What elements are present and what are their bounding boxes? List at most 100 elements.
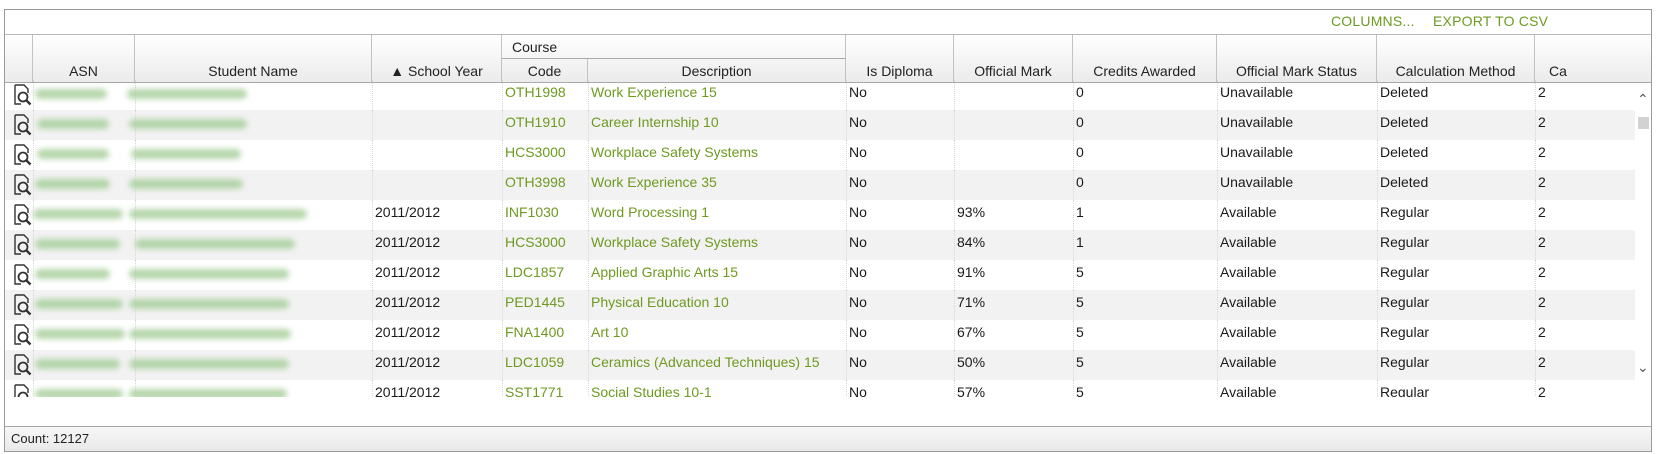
table-row[interactable]: 2011/2012 HCS3000 Workplace Safety Systems… <box>5 230 1635 260</box>
vertical-scroll-thumb[interactable] <box>1638 117 1649 129</box>
column-separator <box>846 80 847 110</box>
cell-code[interactable]: OTH1910 <box>505 114 566 130</box>
cell-is-diploma: No <box>849 204 867 220</box>
redacted-asn <box>35 269 110 279</box>
header-asn[interactable]: ASN <box>33 35 135 82</box>
vertical-scrollbar[interactable]: ⌃ ⌄ <box>1635 83 1651 397</box>
header-official-mark-status[interactable]: Official Mark Status <box>1217 35 1377 82</box>
column-separator <box>954 350 955 380</box>
cell-description[interactable]: Applied Graphic Arts 15 <box>591 264 739 280</box>
table-row[interactable]: 2011/2012 LDC1857 Applied Graphic Arts 15 N… <box>5 260 1635 290</box>
table-row[interactable]: OTH3998 Work Experience 35 No 0 Unavailable D… <box>5 170 1635 200</box>
column-separator <box>846 200 847 230</box>
cell-description[interactable]: Ceramics (Advanced Techniques) 15 <box>591 354 820 370</box>
magnifier-document-icon[interactable] <box>11 113 33 137</box>
cell-code[interactable]: LDC1857 <box>505 264 565 280</box>
magnifier-document-icon[interactable] <box>11 293 33 317</box>
table-row[interactable]: 2011/2012 SST1771 Social Studies 10-1 No 57%… <box>5 380 1635 397</box>
column-separator <box>846 230 847 260</box>
column-separator <box>1377 290 1378 320</box>
header-school-year[interactable]: ▲ School Year <box>372 35 502 82</box>
cell-code[interactable]: HCS3000 <box>505 144 566 160</box>
magnifier-document-icon[interactable] <box>11 233 33 257</box>
cell-description[interactable]: Word Processing 1 <box>591 204 710 220</box>
chevron-down-icon[interactable]: ⌄ <box>1637 359 1649 375</box>
column-separator <box>1535 320 1536 350</box>
table-row[interactable]: HCS3000 Workplace Safety Systems No 0 Unavai… <box>5 140 1635 170</box>
table-row[interactable]: 2011/2012 FNA1400 Art 10 No 67% 5 Available Reg… <box>5 320 1635 350</box>
cell-description[interactable]: Work Experience 15 <box>591 84 717 100</box>
cell-credits: 5 <box>1076 324 1084 340</box>
export-csv-button[interactable]: EXPORT TO CSV <box>1433 13 1549 29</box>
header-calculation-method[interactable]: Calculation Method <box>1377 35 1535 82</box>
cell-status: Unavailable <box>1220 144 1294 160</box>
cell-code[interactable]: SST1771 <box>505 384 564 397</box>
cell-method: Deleted <box>1380 174 1429 190</box>
column-separator <box>1377 200 1378 230</box>
column-separator <box>588 110 589 140</box>
redacted-student-name <box>129 389 287 397</box>
magnifier-document-icon[interactable] <box>11 263 33 287</box>
cell-next: 2 <box>1538 264 1546 280</box>
column-separator <box>954 260 955 290</box>
table-row[interactable]: OTH1998 Work Experience 15 No 0 Unavailable D… <box>5 80 1635 110</box>
cell-credits: 1 <box>1076 204 1084 220</box>
column-separator <box>1535 290 1536 320</box>
table-row[interactable]: 2011/2012 INF1030 Word Processing 1 No 93% 1 A… <box>5 200 1635 230</box>
cell-school-year: 2011/2012 <box>375 384 441 397</box>
redacted-asn <box>37 149 109 159</box>
cell-description[interactable]: Social Studies 10-1 <box>591 384 712 397</box>
header-description[interactable]: Description <box>588 59 846 82</box>
cell-status: Available <box>1220 294 1277 310</box>
column-separator <box>588 230 589 260</box>
column-separator <box>33 110 34 140</box>
column-separator <box>846 320 847 350</box>
table-row[interactable]: 2011/2012 LDC1059 Ceramics (Advanced Techn… <box>5 350 1635 380</box>
cell-description[interactable]: Workplace Safety Systems <box>591 234 759 250</box>
cell-credits: 5 <box>1076 264 1084 280</box>
cell-description[interactable]: Career Internship 10 <box>591 114 719 130</box>
magnifier-document-icon[interactable] <box>11 353 33 377</box>
magnifier-document-icon[interactable] <box>11 203 33 227</box>
cell-code[interactable]: FNA1400 <box>505 324 565 340</box>
magnifier-document-icon[interactable] <box>11 173 33 197</box>
columns-button[interactable]: COLUMNS... <box>1331 13 1415 29</box>
header-credits-awarded[interactable]: Credits Awarded <box>1073 35 1217 82</box>
redacted-asn <box>35 89 107 99</box>
magnifier-document-icon[interactable] <box>11 83 33 107</box>
cell-code[interactable]: PED1445 <box>505 294 565 310</box>
magnifier-document-icon[interactable] <box>11 143 33 167</box>
cell-next: 2 <box>1538 174 1546 190</box>
cell-official-mark <box>954 140 1073 170</box>
column-separator <box>33 350 34 380</box>
column-separator <box>846 290 847 320</box>
column-separator <box>502 290 503 320</box>
cell-is-diploma: No <box>849 114 867 130</box>
cell-code[interactable]: INF1030 <box>505 204 559 220</box>
column-separator <box>846 170 847 200</box>
cell-code[interactable]: OTH1998 <box>505 84 566 100</box>
magnifier-document-icon[interactable] <box>11 383 33 397</box>
table-row[interactable]: OTH1910 Career Internship 10 No 0 Unavailabl… <box>5 110 1635 140</box>
chevron-up-icon[interactable]: ⌃ <box>1637 91 1649 107</box>
header-student-name[interactable]: Student Name <box>135 35 372 82</box>
cell-code[interactable]: LDC1059 <box>505 354 565 370</box>
column-separator <box>372 320 373 350</box>
cell-description[interactable]: Physical Education 10 <box>591 294 729 310</box>
table-row[interactable]: 2011/2012 PED1445 Physical Education 10 No 7… <box>5 290 1635 320</box>
cell-description[interactable]: Work Experience 35 <box>591 174 717 190</box>
cell-code[interactable]: OTH3998 <box>505 174 566 190</box>
header-official-mark[interactable]: Official Mark <box>954 35 1073 82</box>
column-separator <box>1217 320 1218 350</box>
cell-description[interactable]: Art 10 <box>591 324 629 340</box>
cell-description[interactable]: Workplace Safety Systems <box>591 144 759 160</box>
cell-is-diploma: No <box>849 264 867 280</box>
column-separator <box>846 350 847 380</box>
magnifier-document-icon[interactable] <box>11 323 33 347</box>
column-separator <box>588 140 589 170</box>
cell-code[interactable]: HCS3000 <box>505 234 566 250</box>
header-is-diploma[interactable]: Is Diploma <box>846 35 954 82</box>
column-separator <box>1377 350 1378 380</box>
header-code[interactable]: Code <box>502 59 588 82</box>
header-truncated-column[interactable]: Ca <box>1549 63 1567 79</box>
